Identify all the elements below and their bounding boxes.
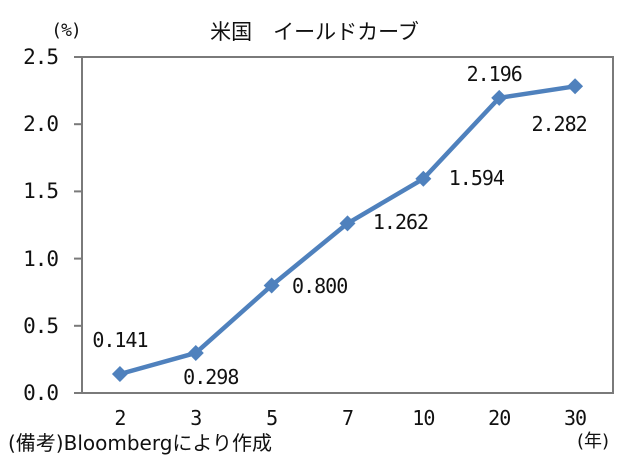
data-label-20: 2.196 [466, 61, 523, 86]
y-tick-label-0.0: 0.0 [23, 381, 59, 405]
data-label-5: 0.800 [292, 274, 348, 299]
x-tick-label-7: 7 [341, 406, 354, 430]
y-axis-unit-label: (%) [51, 20, 82, 41]
data-label-3: 0.298 [183, 364, 239, 389]
plot-area-border [81, 56, 614, 394]
data-point-marker-10 [415, 170, 432, 187]
x-tick-label-10: 10 [412, 406, 435, 430]
x-axis-unit-label: (年) [576, 431, 610, 452]
data-point-marker-20 [491, 89, 508, 106]
data-point-marker-5 [263, 277, 280, 294]
x-tick-label-30: 30 [564, 406, 587, 430]
chart-title: 米国 イールドカーブ [210, 20, 419, 44]
data-point-marker-30 [567, 78, 584, 95]
data-label-2: 0.141 [92, 328, 148, 353]
y-tick-label-2.5: 2.5 [23, 45, 59, 69]
data-label-10: 1.594 [448, 165, 505, 190]
data-point-marker-7 [339, 215, 356, 232]
x-tick-label-3: 3 [190, 406, 202, 430]
y-tick-label-1.0: 1.0 [23, 246, 59, 271]
y-tick-label-2.0: 2.0 [23, 112, 59, 137]
y-tick-label-1.5: 1.5 [23, 179, 59, 204]
x-tick-label-20: 20 [488, 406, 511, 430]
x-tick-label-5: 5 [266, 406, 278, 430]
x-tick-label-2: 2 [114, 406, 126, 430]
data-point-marker-2 [111, 366, 128, 383]
data-point-marker-3 [187, 344, 204, 361]
y-tick-label-0.5: 0.5 [23, 313, 59, 338]
data-label-30: 2.282 [531, 112, 587, 137]
data-label-7: 1.262 [372, 210, 429, 235]
source-note: (備考)Bloombergにより作成 [8, 431, 273, 455]
